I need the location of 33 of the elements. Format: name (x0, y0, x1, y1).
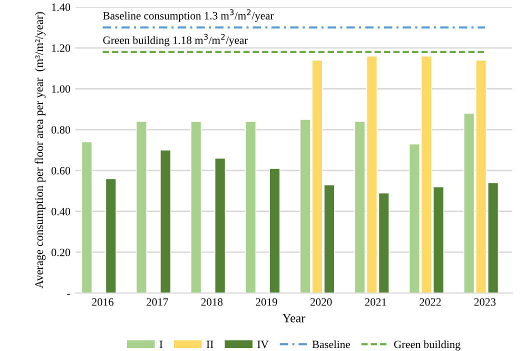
bar (160, 150, 172, 294)
bar (105, 178, 116, 294)
legend-label: I (160, 340, 163, 348)
x-tick-label: 2019 (256, 298, 278, 306)
legend-label: II (206, 340, 214, 348)
bar (81, 141, 92, 294)
y-tick-label: 1.40 (52, 3, 70, 12)
bar (269, 168, 280, 294)
annotation: Green building 1.18 m$^{3}$/m$^{2}$/year (103, 34, 248, 46)
y-tick-label: 1.20 (52, 44, 70, 52)
annotation: Baseline consumption 1.3 m$^{3}$/m$^{2}$/year (103, 9, 274, 22)
y-tick-label: - (67, 294, 70, 295)
bar (136, 121, 148, 294)
x-tick-label: 2016 (92, 298, 114, 306)
bar (245, 121, 256, 294)
y-tick-label: 0.40 (52, 208, 70, 216)
y-tick-label: 1.00 (52, 85, 70, 93)
legend-label: IV (257, 340, 269, 348)
x-tick-label: 2020 (310, 298, 332, 306)
x-tick-label: 2022 (420, 298, 441, 306)
x-tick-label: 2017 (146, 298, 168, 306)
legend-label: Green building (394, 340, 460, 350)
y-tick-label: 0.80 (52, 126, 70, 134)
bar (214, 158, 226, 294)
x-tick-label: 2018 (201, 298, 223, 306)
x-tick-label: 2021 (365, 298, 386, 306)
y-tick-label: 0.60 (52, 166, 70, 174)
bar (190, 121, 202, 294)
y-axis-title: Average consumption per floor area per year (m³/m²/year) (34, 12, 46, 288)
legend-label: Baseline (312, 340, 350, 348)
x-tick-label: 2023 (474, 298, 496, 306)
x-axis-title: Year (282, 314, 306, 322)
y-tick-label: 0.20 (52, 248, 70, 256)
